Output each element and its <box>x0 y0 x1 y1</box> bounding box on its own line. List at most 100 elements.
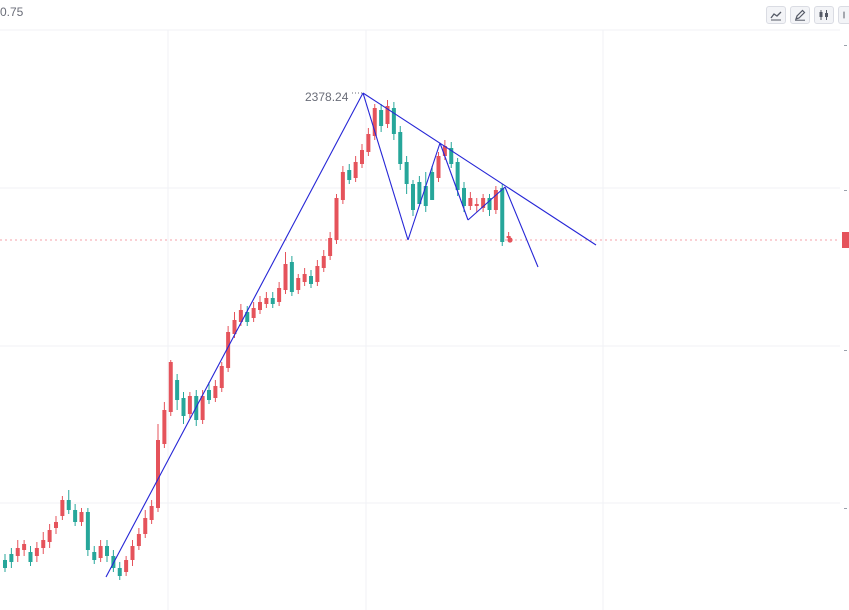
candle-down <box>28 552 33 562</box>
candle-series <box>3 100 511 580</box>
candle-down <box>73 510 78 522</box>
candle-up <box>372 108 377 136</box>
drop-leg-2[interactable] <box>439 142 469 221</box>
candle-down <box>66 500 71 510</box>
candle-up <box>296 278 301 290</box>
candle-down <box>417 182 422 204</box>
candle-up <box>468 198 473 206</box>
axis-tick <box>844 508 847 509</box>
candle-up <box>481 198 486 208</box>
candle-up <box>79 512 84 522</box>
candle-down <box>207 390 211 400</box>
candle-down <box>487 198 492 210</box>
chart-grid <box>0 29 840 610</box>
candle-up <box>474 204 479 206</box>
rising-support-line[interactable] <box>105 92 364 578</box>
candle-down <box>3 560 7 568</box>
candle-down <box>105 546 109 556</box>
current-price-axis-marker <box>842 232 849 248</box>
candle-up <box>238 310 243 322</box>
candle-down <box>117 568 122 576</box>
candle-up <box>283 264 288 290</box>
candle-up <box>47 530 52 542</box>
candle-down <box>430 172 435 200</box>
candle-down <box>455 162 460 190</box>
candle-up <box>506 236 511 238</box>
axis-tick <box>844 45 847 46</box>
candle-down <box>500 188 505 242</box>
candle-down <box>309 276 313 284</box>
candle-up <box>251 308 256 318</box>
candle-down <box>289 262 294 292</box>
candle-down <box>181 398 186 416</box>
candle-down <box>245 312 250 322</box>
axis-tick <box>844 350 847 351</box>
candle-down <box>270 298 275 304</box>
candle-up <box>149 506 154 520</box>
candle-up <box>226 332 231 368</box>
draw-pencil-tool-button[interactable] <box>790 6 810 24</box>
candle-up <box>258 302 262 310</box>
candle-up <box>60 500 65 516</box>
candle-up <box>328 238 333 256</box>
trend-line-tool-button[interactable] <box>766 6 786 24</box>
candle-up <box>315 266 320 282</box>
candle-up <box>213 386 218 398</box>
candle-up <box>264 298 269 304</box>
candle-up <box>360 150 364 164</box>
candle-down <box>175 380 180 400</box>
candle-up <box>124 560 129 572</box>
candle-up <box>168 362 173 412</box>
candle-up <box>277 288 282 302</box>
candle-up <box>385 106 390 124</box>
price-scale-top-value: 0.75 <box>0 5 24 19</box>
candle-down <box>379 110 384 126</box>
candle-up <box>187 396 192 414</box>
more-tool-button[interactable] <box>838 6 849 24</box>
candle-style-tool-button[interactable] <box>814 6 834 24</box>
candle-down <box>411 184 415 210</box>
candle-down <box>449 148 454 164</box>
drop-leg-1[interactable] <box>362 92 409 241</box>
candle-up <box>366 134 371 152</box>
candle-up <box>130 546 135 560</box>
rebound-leg-1[interactable] <box>407 142 441 241</box>
candle-up <box>302 274 307 282</box>
last-price-dot <box>507 237 513 243</box>
candle-up <box>136 534 141 546</box>
candle-down <box>404 162 409 184</box>
candle-up <box>98 546 103 558</box>
candle-up <box>200 396 205 420</box>
candle-up <box>15 548 20 556</box>
trend-line-icon <box>770 11 782 21</box>
candlestick-icon <box>819 10 828 20</box>
candle-down <box>462 188 466 206</box>
candle-down <box>9 554 14 562</box>
candle-up <box>321 256 326 268</box>
candle-up <box>340 172 345 200</box>
candle-up <box>34 548 39 556</box>
candle-down <box>85 512 90 550</box>
candle-up <box>156 440 160 508</box>
candle-up <box>436 156 441 178</box>
candle-up <box>143 518 148 534</box>
candle-down <box>391 108 396 134</box>
axis-tick <box>844 190 847 191</box>
candle-up <box>353 162 358 178</box>
partial-tool-icon <box>843 11 845 19</box>
candle-up <box>41 540 46 548</box>
candle-up <box>493 190 498 210</box>
candle-up <box>22 544 27 550</box>
candle-up <box>162 410 167 444</box>
high-price-label: 2378.24 <box>305 90 349 104</box>
candle-down <box>347 170 352 180</box>
descending-resistance-line[interactable] <box>362 92 597 246</box>
projected-drop-line[interactable] <box>504 186 539 268</box>
pencil-icon <box>795 9 806 21</box>
candle-up <box>334 198 339 240</box>
trendline-drawings[interactable] <box>105 92 597 578</box>
rebound-leg-2[interactable] <box>467 186 506 221</box>
candle-up <box>219 366 224 388</box>
candle-up <box>232 320 237 334</box>
